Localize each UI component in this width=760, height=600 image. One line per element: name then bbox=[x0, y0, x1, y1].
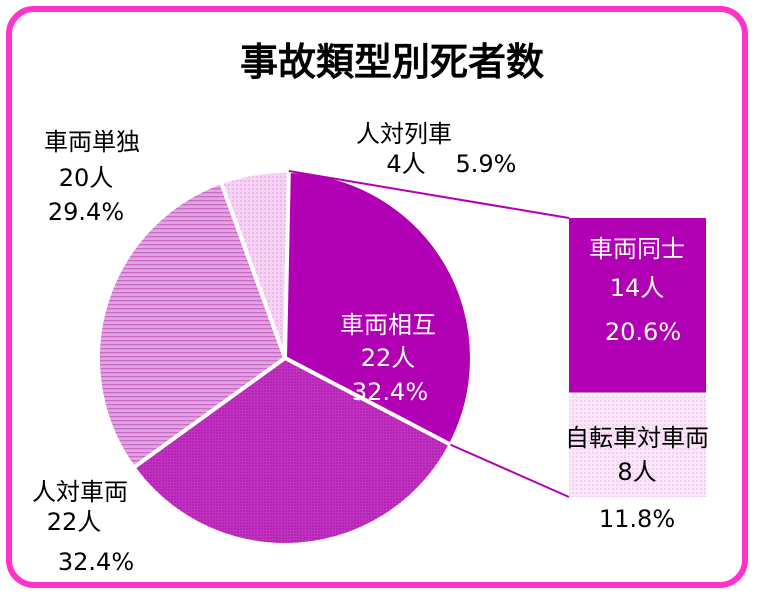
label-train-count: 4人 bbox=[386, 150, 425, 178]
label-breakdown-vehicles: 車両同士 14人 20.6% bbox=[589, 235, 685, 346]
label-single-percent: 29.4% bbox=[48, 198, 124, 226]
label-vv-name: 車両同士 bbox=[589, 235, 685, 263]
label-single-name: 車両単独 bbox=[44, 128, 140, 156]
bar-segment-bike bbox=[569, 395, 706, 497]
breakdown-bar bbox=[569, 218, 706, 497]
chart-title: 事故類型別死者数 bbox=[240, 40, 544, 84]
label-bike-name: 自転車対車両 bbox=[565, 424, 709, 452]
label-bike-percent: 11.8% bbox=[599, 505, 675, 533]
pie-slices bbox=[96, 168, 474, 547]
label-person-count: 22人 bbox=[47, 508, 102, 536]
slice-vehicle-single bbox=[96, 179, 288, 471]
label-mutual-name: 車両相互 bbox=[340, 311, 436, 339]
label-vv-percent: 20.6% bbox=[605, 318, 681, 346]
label-breakdown-bike: 自転車対車両 8人 11.8% bbox=[565, 424, 709, 533]
label-mutual-percent: 32.4% bbox=[352, 378, 428, 406]
label-person-name: 人対車両 bbox=[32, 478, 128, 506]
label-train-percent: 5.9% bbox=[456, 150, 517, 178]
label-bike-count: 8人 bbox=[617, 458, 656, 486]
connector-bottom bbox=[450, 443, 570, 498]
label-train: 人対列車 4人 5.9% bbox=[356, 120, 516, 178]
slice-person-vehicle bbox=[130, 355, 454, 547]
label-person-percent: 32.4% bbox=[58, 548, 134, 576]
label-vv-count: 14人 bbox=[610, 274, 665, 302]
chart-frame bbox=[6, 6, 748, 588]
breakdown-connectors bbox=[288, 170, 570, 498]
connector-top bbox=[288, 170, 570, 219]
label-vehicle-mutual: 車両相互 22人 32.4% bbox=[340, 311, 436, 406]
label-train-name: 人対列車 bbox=[356, 120, 452, 148]
label-person-vehicle: 人対車両 22人 32.4% bbox=[32, 478, 134, 576]
label-single-count: 20人 bbox=[59, 164, 114, 192]
bar-segment-vehicles bbox=[569, 218, 706, 393]
label-mutual-count: 22人 bbox=[361, 344, 416, 372]
label-vehicle-single: 車両単独 20人 29.4% bbox=[44, 128, 140, 226]
